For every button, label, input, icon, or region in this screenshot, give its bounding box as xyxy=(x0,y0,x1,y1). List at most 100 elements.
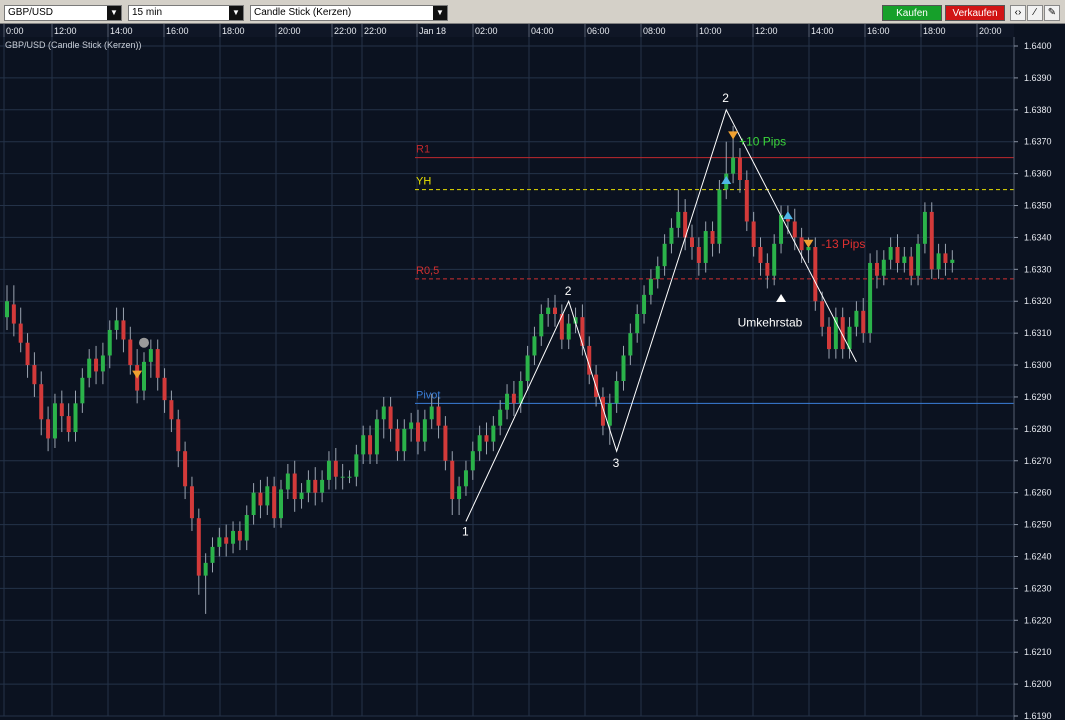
candle-bull xyxy=(326,460,331,480)
candle-bull xyxy=(52,403,57,439)
time-tick-label: 22:00 xyxy=(334,26,357,36)
candle-bear xyxy=(861,310,866,334)
chevron-down-icon[interactable]: ▼ xyxy=(433,6,447,20)
price-tick-label: 1.6350 xyxy=(1024,201,1052,211)
toolbar: GBP/USD ▼ 15 min ▼ Candle Stick (Kerzen)… xyxy=(0,0,1065,24)
candle-bull xyxy=(244,515,249,541)
time-tick-label: 06:00 xyxy=(587,26,610,36)
candle-bear xyxy=(553,307,557,314)
candle-bear xyxy=(189,486,194,519)
candle-bull xyxy=(546,307,551,314)
candle-bear xyxy=(183,451,188,487)
time-tick-label: 20:00 xyxy=(278,26,301,36)
candle-bear xyxy=(313,479,318,493)
candle-bull xyxy=(73,403,78,433)
candle-bear xyxy=(258,492,263,506)
candlestick-chart[interactable]: R1 YH R0,5 Pivot 1 2 3 2 +10 Pips -13 Pips Umkeh… xyxy=(0,24,1065,720)
candle-bull xyxy=(80,377,85,404)
buy-button[interactable]: Kaufen xyxy=(882,5,942,21)
candle-bull xyxy=(491,425,496,442)
candle-bear xyxy=(416,422,420,442)
wave-label: 1 xyxy=(462,524,469,538)
candle-bull xyxy=(868,262,873,334)
candles xyxy=(5,125,955,614)
price-tick-label: 1.6400 xyxy=(1024,41,1052,51)
candle-bull xyxy=(251,492,256,515)
candle-bull xyxy=(87,358,92,378)
candle-bear xyxy=(196,518,201,576)
candle-bull xyxy=(374,419,379,455)
price-tick-label: 1.6250 xyxy=(1024,520,1052,530)
price-tick-label: 1.6360 xyxy=(1024,169,1052,179)
candle-bear xyxy=(895,247,900,263)
candle-bear xyxy=(66,416,71,433)
level-label: Pivot xyxy=(416,389,440,401)
symbol-select[interactable]: GBP/USD ▼ xyxy=(4,5,122,21)
candle-bull xyxy=(539,314,544,337)
chevron-down-icon[interactable]: ▼ xyxy=(107,6,121,20)
candle-bull xyxy=(703,231,708,263)
candle-bear xyxy=(696,247,701,263)
price-tick-label: 1.6380 xyxy=(1024,105,1052,115)
candle-bear xyxy=(388,406,393,429)
time-tick-label: Jan 18 xyxy=(419,26,446,36)
interval-select[interactable]: 15 min ▼ xyxy=(128,5,244,21)
candle-bull xyxy=(265,486,270,506)
level-lines: R1 YH R0,5 Pivot xyxy=(415,144,1014,404)
symbol-select-value: GBP/USD xyxy=(8,7,54,18)
candle-bear xyxy=(25,342,30,366)
candle-bear xyxy=(827,326,831,350)
candle-bull xyxy=(614,381,619,404)
candle-bull xyxy=(902,256,907,263)
chart-style-select-value: Candle Stick (Kerzen) xyxy=(254,7,352,18)
candle-bull xyxy=(217,537,222,547)
time-tick-label: 14:00 xyxy=(110,26,133,36)
candle-bull xyxy=(299,492,304,500)
candle-bear xyxy=(59,403,64,417)
candle-bear xyxy=(450,460,455,500)
candle-bear xyxy=(18,323,23,343)
candle-bear xyxy=(929,211,934,270)
candle-bear xyxy=(737,157,742,180)
price-tick-label: 1.6300 xyxy=(1024,360,1052,370)
candle-bull xyxy=(381,406,386,420)
chart-style-select[interactable]: Candle Stick (Kerzen) ▼ xyxy=(250,5,448,21)
sell-button[interactable]: Verkaufen xyxy=(945,5,1005,21)
candle-bear xyxy=(169,400,174,420)
candle-bull xyxy=(5,301,9,318)
wave-path xyxy=(465,108,857,522)
edit-icon[interactable]: ✎ xyxy=(1044,5,1060,21)
interval-select-value: 15 min xyxy=(132,7,163,18)
candle-bull xyxy=(635,314,640,334)
wave-label: 3 xyxy=(613,456,620,470)
candle-bull xyxy=(573,317,578,324)
candle-bull xyxy=(498,409,503,426)
candle-bear xyxy=(155,349,160,378)
chevron-down-icon[interactable]: ▼ xyxy=(229,6,243,20)
dot-marker-icon xyxy=(139,337,149,348)
line-tool-icon[interactable]: ∕ xyxy=(1027,5,1043,21)
candle-bear xyxy=(511,393,516,404)
markers: +10 Pips -13 Pips Umkehrstab xyxy=(132,131,865,379)
price-axis: 1.6400 1.6390 1.6380 1.6370 1.6360 1.6350 1.63… xyxy=(1013,24,1065,720)
candle-bull xyxy=(525,355,530,381)
wave-lines: 1 2 3 2 xyxy=(462,91,857,538)
level-label: R1 xyxy=(416,144,430,156)
candle-bear xyxy=(237,530,242,541)
price-tick-label: 1.6220 xyxy=(1024,615,1052,625)
candle-bull xyxy=(881,259,886,276)
candle-bull xyxy=(361,435,366,455)
bar-chart-icon[interactable]: ‹› xyxy=(1010,5,1026,21)
candle-bull xyxy=(648,278,653,295)
wave-label: 2 xyxy=(565,284,572,298)
candle-bull xyxy=(676,211,681,228)
candle-bull xyxy=(279,489,283,519)
candle-bear xyxy=(272,486,277,519)
candle-bull xyxy=(285,473,290,490)
candle-bull xyxy=(916,243,921,276)
candle-bull xyxy=(463,470,468,487)
candle-bull xyxy=(107,329,112,356)
price-tick-label: 1.6260 xyxy=(1024,488,1052,498)
candle-bull xyxy=(429,406,434,420)
candle-bull xyxy=(457,486,462,500)
